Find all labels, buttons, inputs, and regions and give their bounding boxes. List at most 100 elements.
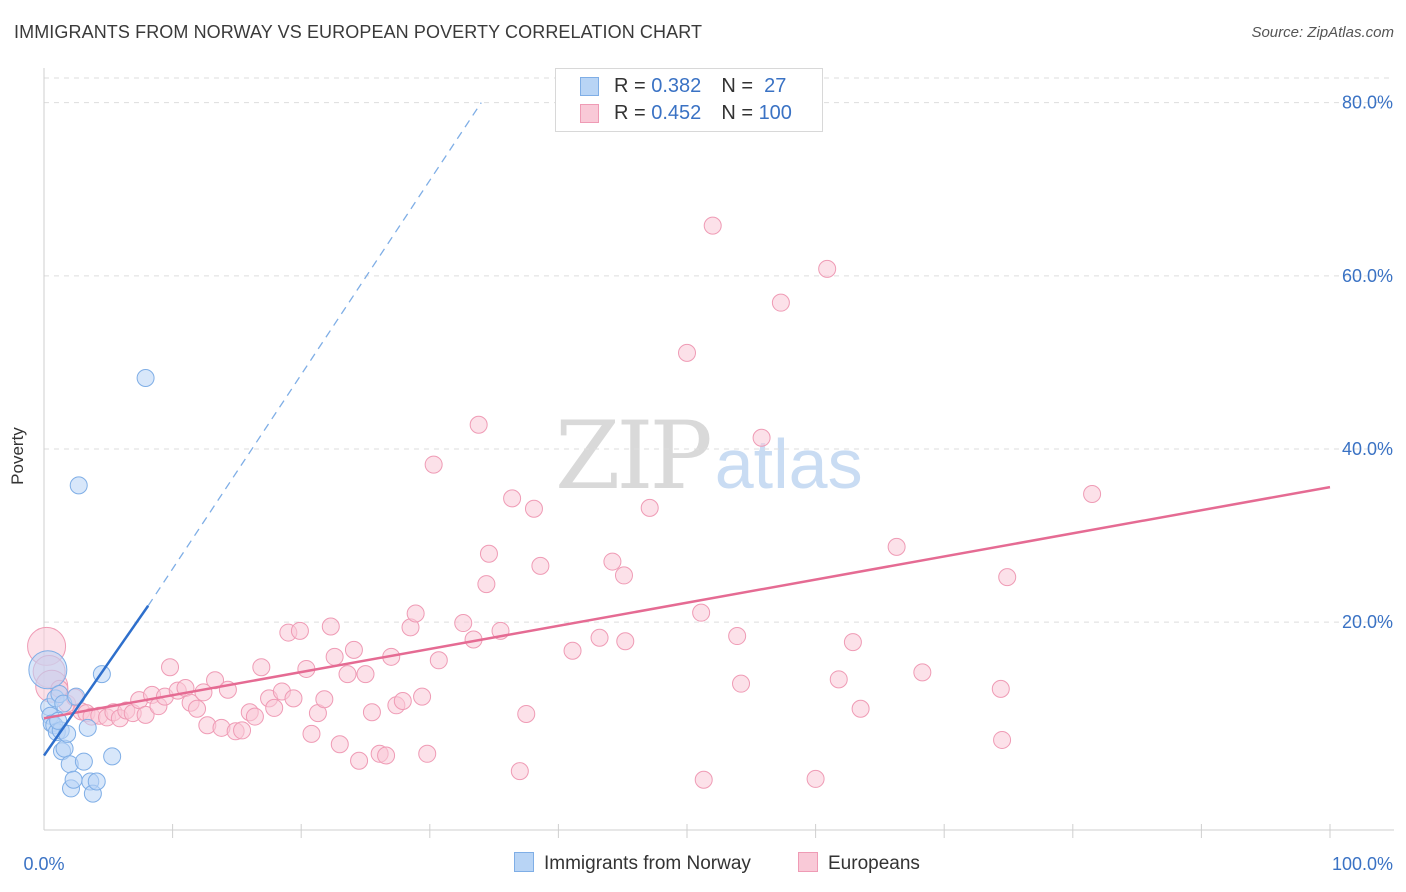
europeans-point (429, 651, 448, 670)
europeans-point (344, 640, 363, 659)
europeans-point (188, 699, 207, 718)
europeans-point (563, 641, 582, 660)
europeans-point (252, 658, 271, 677)
europeans-point (302, 724, 321, 743)
europeans-point (350, 751, 369, 770)
europeans-point (887, 537, 906, 556)
europeans-point (851, 699, 870, 718)
norway-trend-line (42, 605, 150, 757)
europeans-point (454, 614, 473, 633)
europeans-point (245, 707, 264, 726)
europeans-point (531, 556, 550, 575)
europeans-point (752, 428, 771, 447)
europeans-point (325, 647, 344, 666)
europeans-point (503, 489, 522, 508)
legend-n-label: N = (721, 102, 759, 124)
europeans-point (161, 658, 180, 677)
europeans-point (477, 575, 496, 594)
europeans-point (469, 415, 488, 434)
chart-title: IMMIGRANTS FROM NORWAY VS EUROPEAN POVER… (14, 22, 703, 42)
europeans-point (806, 769, 825, 788)
europeans-point (524, 499, 543, 518)
y-tick-labels: 20.0% 40.0% 60.0% 80.0% (1342, 93, 1393, 633)
watermark-atlas: atlas (714, 425, 863, 503)
norway-points (28, 368, 155, 803)
correlation-legend: R = 0.382 N = 27 R = 0.452 N = 100 (555, 68, 823, 132)
trend-lines (42, 102, 1331, 757)
y-tick-label: 80.0% (1342, 93, 1393, 113)
europeans-point (393, 691, 412, 710)
europeans-point (913, 663, 932, 682)
norway-point (136, 368, 155, 387)
europeans-point (362, 703, 381, 722)
legend-n-value: 100 (758, 102, 792, 124)
europeans-point (640, 498, 659, 517)
europeans-point (321, 617, 340, 636)
europeans-point (771, 293, 790, 312)
europeans-point (692, 603, 711, 622)
gridlines (44, 77, 1394, 623)
legend-n-value: 27 (758, 75, 787, 97)
europeans-point (356, 665, 375, 684)
europeans-point (406, 604, 425, 623)
europeans-point (418, 744, 437, 763)
europeans-point (510, 762, 529, 781)
bottom-legend-label-norway: Immigrants from Norway (544, 853, 751, 874)
europeans-point (616, 632, 635, 651)
x-ticks (172, 824, 1331, 838)
europeans-point (694, 770, 713, 789)
europeans-point (993, 730, 1012, 749)
europeans-points (27, 216, 1102, 789)
europeans-point (479, 544, 498, 563)
bottom-legend-europeans[interactable]: Europeans (798, 852, 920, 876)
norway-point (74, 752, 93, 771)
europeans-point (136, 705, 155, 724)
europeans-point (1083, 485, 1102, 504)
y-tick-label: 60.0% (1342, 266, 1393, 286)
legend-swatch-europeans (580, 104, 599, 123)
europeans-point (843, 633, 862, 652)
y-tick-label: 20.0% (1342, 612, 1393, 632)
europeans-point (424, 455, 443, 474)
chart-source: Source: ZipAtlas.com (1251, 24, 1394, 41)
europeans-point (290, 621, 309, 640)
norway-point (103, 747, 122, 766)
legend-r-label: R = (614, 75, 652, 97)
norway-point (78, 718, 97, 737)
legend-r-label: R = (614, 102, 652, 124)
europeans-point (330, 735, 349, 754)
norway-point (64, 770, 83, 789)
bottom-legend-swatch-europeans (798, 852, 818, 872)
bottom-legend-norway[interactable]: Immigrants from Norway (514, 852, 751, 876)
legend-n-label: N = (721, 75, 759, 97)
legend-r-value: 0.452 (651, 102, 702, 124)
x-tick-label: 100.0% (1332, 854, 1393, 874)
europeans-point (614, 566, 633, 585)
bottom-legend-swatch-norway (514, 852, 534, 872)
norway-point (69, 476, 88, 495)
europeans-point (590, 628, 609, 647)
europeans-point (377, 746, 396, 765)
europeans-point (829, 670, 848, 689)
norway-point (87, 772, 106, 791)
watermark-zip: ZIP (555, 402, 713, 511)
europeans-point (603, 552, 622, 571)
europeans-point (338, 665, 357, 684)
europeans-point (517, 704, 536, 723)
europeans-point (991, 679, 1010, 698)
europeans-point (315, 690, 334, 709)
bottom-legend-label-europeans: Europeans (828, 853, 920, 874)
europeans-point (265, 698, 284, 717)
legend-swatch-norway (580, 77, 599, 96)
x-tick-label: 0.0% (23, 854, 64, 874)
legend-r-value: 0.382 (651, 75, 702, 97)
europeans-trend-line (43, 485, 1331, 720)
norway-trend-extension (147, 102, 482, 607)
watermark: ZIPatlas (555, 402, 863, 511)
europeans-point (818, 259, 837, 278)
y-tick-label: 40.0% (1342, 439, 1393, 459)
europeans-point (233, 721, 252, 740)
europeans-point (728, 627, 747, 646)
norway-point (28, 650, 68, 690)
